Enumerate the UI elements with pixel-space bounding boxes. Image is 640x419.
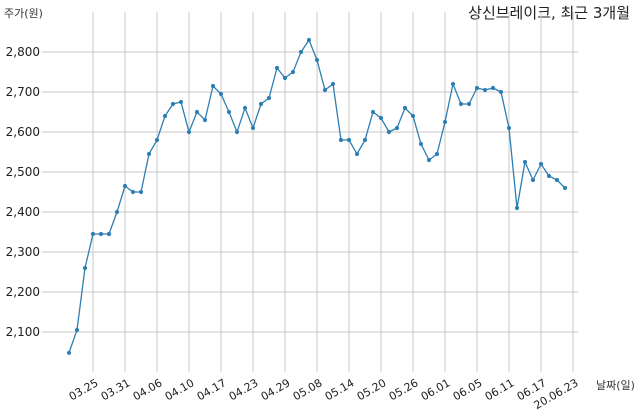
- x-tick-label: 04.10: [163, 376, 197, 403]
- data-point: [266, 95, 272, 101]
- y-tick-label: 2,100: [6, 325, 40, 339]
- data-point: [154, 137, 160, 143]
- data-point: [314, 57, 320, 63]
- data-point: [546, 173, 552, 179]
- data-point: [130, 189, 136, 195]
- y-tick-label: 2,800: [6, 45, 40, 59]
- data-point: [138, 189, 144, 195]
- data-point: [170, 101, 176, 107]
- data-point: [466, 101, 472, 107]
- data-point: [474, 85, 480, 91]
- data-point: [490, 85, 496, 91]
- y-axis-label: 주가(원): [4, 7, 43, 20]
- data-point: [522, 159, 528, 165]
- x-tick-label: 06.05: [451, 376, 485, 403]
- data-point: [122, 183, 128, 189]
- x-tick-label: 04.17: [195, 376, 229, 403]
- data-point: [562, 185, 568, 191]
- x-tick-label: 04.23: [227, 376, 261, 403]
- data-point: [386, 129, 392, 135]
- y-tick-label: 2,200: [6, 285, 40, 299]
- horizontal-gridlines: [42, 51, 578, 333]
- data-point: [426, 157, 432, 163]
- y-tick-label: 2,600: [6, 125, 40, 139]
- data-point: [402, 105, 408, 111]
- data-point: [258, 101, 264, 107]
- data-point: [298, 49, 304, 55]
- data-point: [362, 137, 368, 143]
- data-point: [146, 151, 152, 157]
- series-points: [66, 37, 568, 355]
- data-point: [506, 125, 512, 131]
- y-tick-label: 2,700: [6, 85, 40, 99]
- x-tick-label: 06.11: [483, 376, 517, 403]
- data-point: [498, 89, 504, 95]
- x-tick-labels: 03.2503.3104.0604.1004.1704.2304.2905.08…: [67, 376, 581, 412]
- y-tick-label: 2,300: [6, 245, 40, 259]
- data-point: [202, 117, 208, 123]
- data-point: [330, 81, 336, 87]
- y-tick-labels: 2,100 2,200 2,300 2,400 2,500 2,600 2,700 2,800: [6, 45, 40, 339]
- x-tick-label: 03.25: [67, 376, 101, 403]
- data-point: [210, 83, 216, 89]
- data-point: [514, 205, 520, 211]
- data-point: [178, 99, 184, 105]
- data-point: [538, 161, 544, 167]
- data-point: [82, 265, 88, 271]
- x-tick-label: 04.06: [131, 376, 165, 403]
- vertical-gridlines: [92, 12, 574, 372]
- data-point: [418, 141, 424, 147]
- data-point: [282, 75, 288, 81]
- data-point: [306, 37, 312, 43]
- data-point: [378, 115, 384, 121]
- data-point: [186, 129, 192, 135]
- data-point: [290, 69, 296, 75]
- data-point: [530, 177, 536, 183]
- data-point: [482, 87, 488, 93]
- x-tick-label: 05.14: [323, 376, 357, 403]
- data-point: [338, 137, 344, 143]
- data-point: [106, 231, 112, 237]
- data-point: [322, 87, 328, 93]
- x-tick-label: 03.31: [99, 376, 133, 403]
- data-point: [410, 113, 416, 119]
- y-tick-label: 2,500: [6, 165, 40, 179]
- data-point: [114, 209, 120, 215]
- x-tick-label: 05.20: [355, 376, 389, 403]
- data-point: [218, 91, 224, 97]
- x-tick-label: 04.29: [259, 376, 293, 403]
- data-point: [346, 137, 352, 143]
- data-point: [194, 109, 200, 115]
- data-point: [66, 350, 72, 355]
- data-point: [434, 151, 440, 157]
- data-point: [242, 105, 248, 111]
- data-point: [250, 125, 256, 131]
- data-point: [554, 177, 560, 183]
- data-point: [98, 231, 104, 237]
- data-point: [74, 327, 80, 333]
- data-point: [450, 81, 456, 87]
- data-point: [226, 109, 232, 115]
- data-point: [370, 109, 376, 115]
- x-tick-label: 05.08: [291, 376, 325, 403]
- x-axis-label: 날짜(일): [596, 379, 635, 392]
- x-tick-label: 06.01: [419, 376, 453, 403]
- data-point: [354, 151, 360, 157]
- data-point: [90, 231, 96, 237]
- data-point: [442, 119, 448, 125]
- y-tick-label: 2,400: [6, 205, 40, 219]
- x-tick-label: 05.26: [387, 376, 421, 403]
- data-point: [394, 125, 400, 131]
- data-point: [234, 129, 240, 135]
- data-point: [274, 65, 280, 71]
- data-point: [162, 113, 168, 119]
- data-point: [458, 101, 464, 107]
